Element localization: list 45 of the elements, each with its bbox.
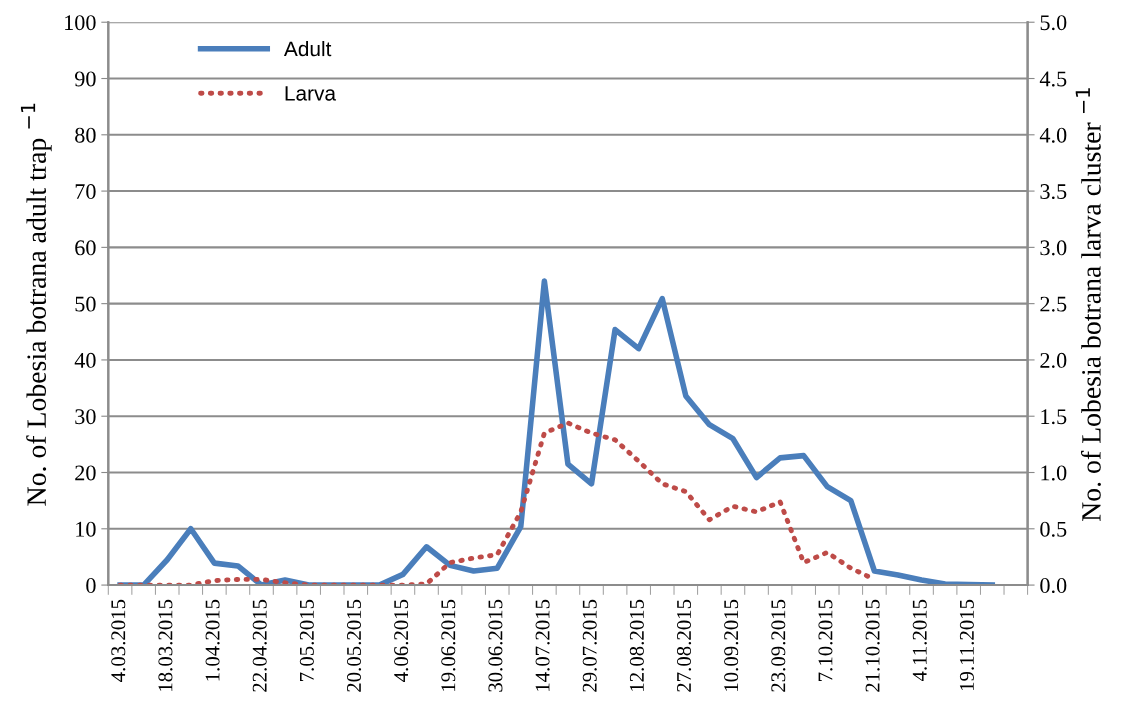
y2-tick-label: 4.5 — [1039, 71, 1067, 87]
y-tick-label: 50 — [75, 296, 96, 312]
x-tick-label: 4.03.2015 — [111, 599, 126, 682]
x-tick-label: 19.06.2015 — [441, 599, 456, 691]
y2-tick-label: 4.0 — [1039, 127, 1067, 143]
y-axis-title: No. of Lobesia botrana adult trap $^{−1}$ — [20, 103, 52, 506]
y2-axis-title: No. of Lobesia botrana larva cluster $^{−1}$ — [1075, 88, 1101, 522]
y2-tick-label: 5.0 — [1040, 15, 1067, 31]
legend-label: Larva — [285, 86, 337, 101]
x-tick-label: 12.08.2015 — [629, 599, 644, 691]
x-tick-label: 30.06.2015 — [488, 599, 503, 692]
y-tick-label: 0 — [86, 578, 96, 593]
x-tick-label: 22.04.2015 — [252, 599, 267, 692]
y-tick-label: 70 — [75, 184, 96, 200]
y2-tick-label: 1.5 — [1041, 409, 1067, 425]
x-tick-label: 21.10.2015 — [865, 599, 880, 692]
x-tick-label: 7.10.2015 — [818, 599, 833, 681]
x-tick-label: 20.05.2015 — [346, 599, 362, 692]
x-tick-label: 1.04.2015 — [205, 599, 220, 681]
y2-tick-label: 2.5 — [1040, 296, 1067, 312]
y2-tick-label: 3.0 — [1040, 240, 1067, 256]
y-tick-label: 90 — [74, 71, 96, 87]
x-tick-label: 7.05.2015 — [299, 599, 314, 681]
x-tick-label: 10.09.2015 — [724, 599, 739, 691]
y2-tick-label: 3.5 — [1040, 184, 1067, 200]
x-tick-label: 4.11.2015 — [912, 599, 927, 682]
x-tick-label: 14.07.2015 — [535, 599, 550, 691]
y-tick-label: 100 — [65, 15, 96, 31]
y-tick-label: 10 — [76, 521, 96, 537]
y2-tick-label: 1.0 — [1041, 465, 1067, 481]
x-tick-label: 4.06.2015 — [394, 599, 409, 682]
x-tick-label: 23.09.2015 — [771, 599, 786, 692]
y2-tick-label: 0.0 — [1040, 578, 1067, 594]
y-tick-label: 30 — [75, 409, 96, 425]
x-tick-label: 27.08.2015 — [676, 599, 692, 692]
x-tick-label: 29.07.2015 — [582, 599, 597, 692]
x-tick-label: 18.03.2015 — [158, 599, 173, 691]
x-tick-label: 19.11.2015 — [959, 599, 974, 691]
y-tick-label: 80 — [75, 127, 96, 143]
y-tick-label: 20 — [75, 465, 96, 481]
y2-tick-label: 0.5 — [1040, 521, 1067, 537]
y2-tick-label: 2.0 — [1040, 352, 1067, 368]
y-tick-label: 40 — [74, 352, 96, 368]
legend-label: Adult — [283, 40, 332, 57]
y-tick-label: 60 — [75, 240, 96, 256]
